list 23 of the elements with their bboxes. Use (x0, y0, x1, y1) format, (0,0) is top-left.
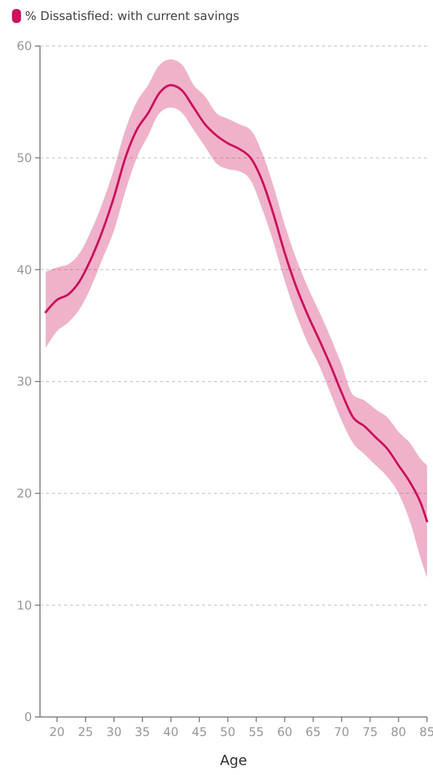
y-tick-label: 40 (16, 262, 32, 277)
y-tick-label: 50 (16, 151, 32, 166)
x-tick-label: 40 (163, 725, 179, 739)
x-tick-label: 55 (248, 725, 264, 739)
x-tick-label: 30 (106, 725, 122, 739)
y-tick-label: 0 (24, 710, 32, 724)
y-tick-label: 60 (16, 39, 32, 54)
x-tick-label: 20 (49, 725, 65, 739)
x-axis-title: Age (220, 753, 248, 769)
x-tick-label: 50 (220, 725, 236, 739)
line-series (44, 84, 428, 522)
x-tick-label: 45 (192, 725, 207, 739)
legend-label: % Dissatisfied: with current savings (25, 9, 240, 24)
x-tick-label: 25 (78, 725, 94, 739)
x-tick-label: 60 (277, 725, 292, 739)
x-tick-label: 80 (390, 725, 406, 739)
x-tick-label: 70 (334, 725, 350, 739)
x-tick-label: 35 (134, 725, 150, 739)
x-tick-label: 65 (306, 725, 321, 739)
y-tick-label: 20 (16, 486, 32, 501)
y-tick-label: 30 (16, 374, 32, 389)
x-tick-label: 75 (362, 725, 378, 739)
y-tick-label: 10 (16, 598, 32, 612)
